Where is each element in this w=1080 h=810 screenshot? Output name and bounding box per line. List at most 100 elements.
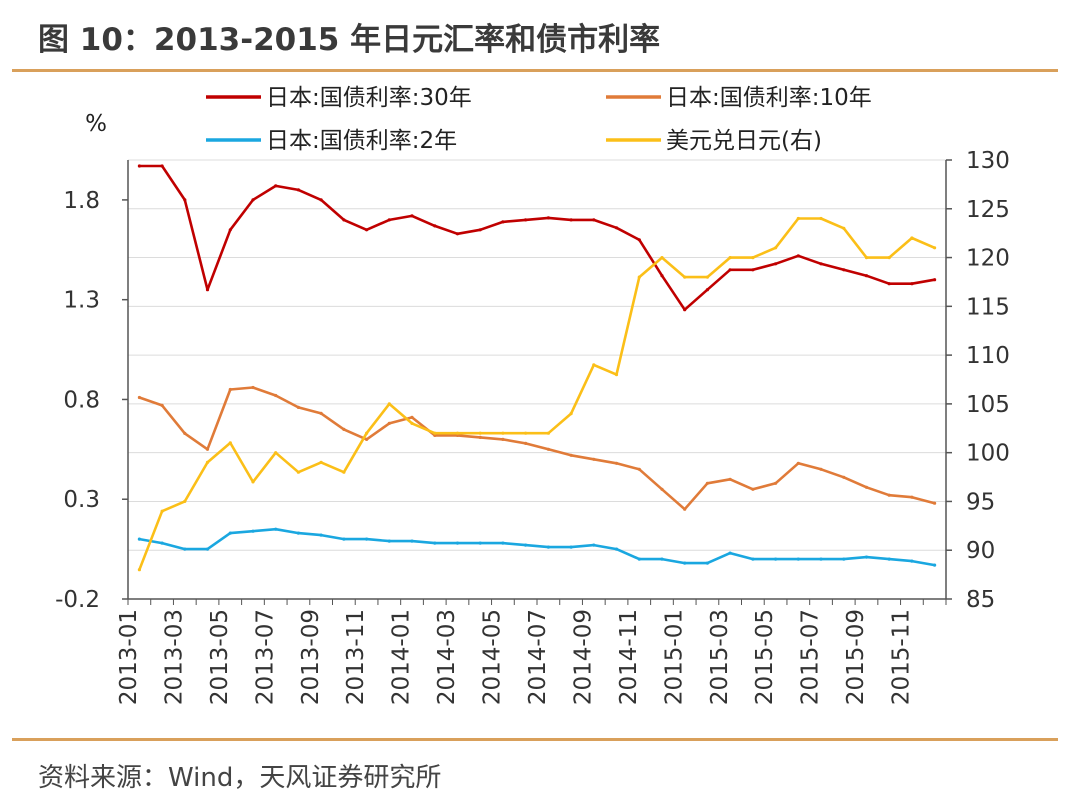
data-point [205, 547, 210, 551]
left-tick-label: 1.3 [63, 288, 100, 314]
right-tick-label: 120 [966, 246, 1010, 272]
legend-label: 日本:国债利率:30年 [266, 85, 472, 111]
x-tick-label: 2015-11 [889, 609, 915, 705]
data-point [433, 541, 437, 545]
right-tick-label: 95 [966, 489, 995, 515]
left-axis-ticks: -0.2 0.3 0.8 1.3 1.8 [55, 188, 100, 613]
data-point [410, 421, 414, 425]
legend-label: 美元兑日元(右) [666, 128, 822, 154]
x-tick-label: 2015-09 [843, 609, 869, 705]
right-tick-label: 105 [966, 392, 1010, 418]
data-point [933, 563, 937, 567]
x-tick-label: 2013-09 [298, 609, 324, 705]
x-tick-label: 2014-07 [525, 609, 551, 705]
data-point [774, 557, 778, 561]
data-point [410, 415, 414, 419]
data-point [819, 216, 823, 221]
data-point [842, 557, 846, 561]
legend-item: 日本:国债利率:30年 [206, 85, 472, 111]
data-point [342, 427, 346, 431]
data-point [296, 470, 300, 474]
data-point [546, 216, 551, 220]
data-point [819, 262, 823, 266]
data-point [705, 481, 710, 485]
data-point [410, 539, 414, 543]
data-point [365, 431, 369, 435]
data-point [387, 218, 391, 222]
data-point [728, 551, 732, 555]
right-axis-ticks: 85 90 95 100 105 110 115 120 125 130 [966, 148, 1010, 613]
data-point [296, 405, 300, 409]
legend-label: 日本:国债利率:10年 [666, 85, 872, 111]
x-tick-label: 2015-05 [752, 609, 778, 705]
data-point [274, 451, 278, 455]
data-point [205, 460, 210, 464]
data-point [319, 411, 323, 415]
data-point [569, 218, 573, 222]
data-point [887, 557, 891, 561]
data-point [160, 509, 164, 513]
data-point [637, 467, 641, 471]
data-point [683, 561, 687, 565]
data-point [864, 274, 869, 278]
data-point [683, 275, 687, 279]
data-point [365, 537, 369, 541]
x-tick-label: 2013-01 [116, 609, 142, 705]
data-point [774, 481, 778, 485]
data-point [501, 220, 505, 224]
data-point [751, 256, 755, 260]
data-point [228, 387, 232, 392]
x-axis-ticks: 2013-01 2013-03 2013-05 2013-07 2013-09 2013-… [116, 609, 915, 705]
data-point [887, 493, 891, 497]
data-point [296, 531, 300, 535]
data-point [592, 457, 596, 461]
data-point [319, 460, 323, 464]
data-point [774, 262, 778, 266]
data-point [864, 555, 869, 559]
data-point [410, 214, 414, 218]
data-point [592, 363, 596, 367]
data-point [751, 268, 755, 272]
right-tick-label: 110 [966, 343, 1010, 369]
data-point [228, 441, 232, 445]
data-point [796, 461, 800, 465]
data-point [751, 557, 755, 561]
data-point [660, 256, 664, 260]
series-group [137, 527, 937, 567]
data-point [501, 437, 505, 441]
data-point [274, 184, 278, 188]
data-point [660, 557, 664, 561]
data-point [319, 198, 323, 202]
left-tick-label: 0.3 [63, 487, 100, 513]
data-point [251, 480, 255, 484]
data-point [728, 256, 732, 260]
data-point [137, 568, 141, 572]
data-point [864, 485, 869, 489]
data-point [546, 545, 551, 549]
data-point [592, 543, 596, 547]
data-point [751, 487, 755, 491]
data-point [819, 467, 823, 471]
x-tick-label: 2013-07 [252, 609, 278, 705]
data-point [183, 499, 187, 503]
data-point [251, 385, 255, 390]
data-point [728, 477, 732, 481]
series-line [138, 386, 935, 511]
data-point [796, 254, 800, 258]
data-point [160, 403, 164, 407]
x-tick-label: 2013-03 [161, 609, 187, 705]
x-tick-label: 2013-11 [343, 609, 369, 705]
data-point [387, 539, 391, 543]
x-tick-label: 2015-01 [661, 609, 687, 705]
data-point [478, 435, 482, 439]
chart-svg: -0.2 0.3 0.8 1.3 1.8 85 90 95 100 105 110 115 120 12… [55, 85, 1010, 705]
data-point [660, 487, 664, 491]
data-point [819, 557, 823, 561]
right-tick-label: 115 [966, 294, 1010, 320]
series-line [139, 164, 935, 312]
data-point [455, 431, 460, 435]
data-point [387, 402, 391, 406]
series-group [137, 164, 937, 312]
legend-item: 美元兑日元(右) [606, 128, 822, 154]
